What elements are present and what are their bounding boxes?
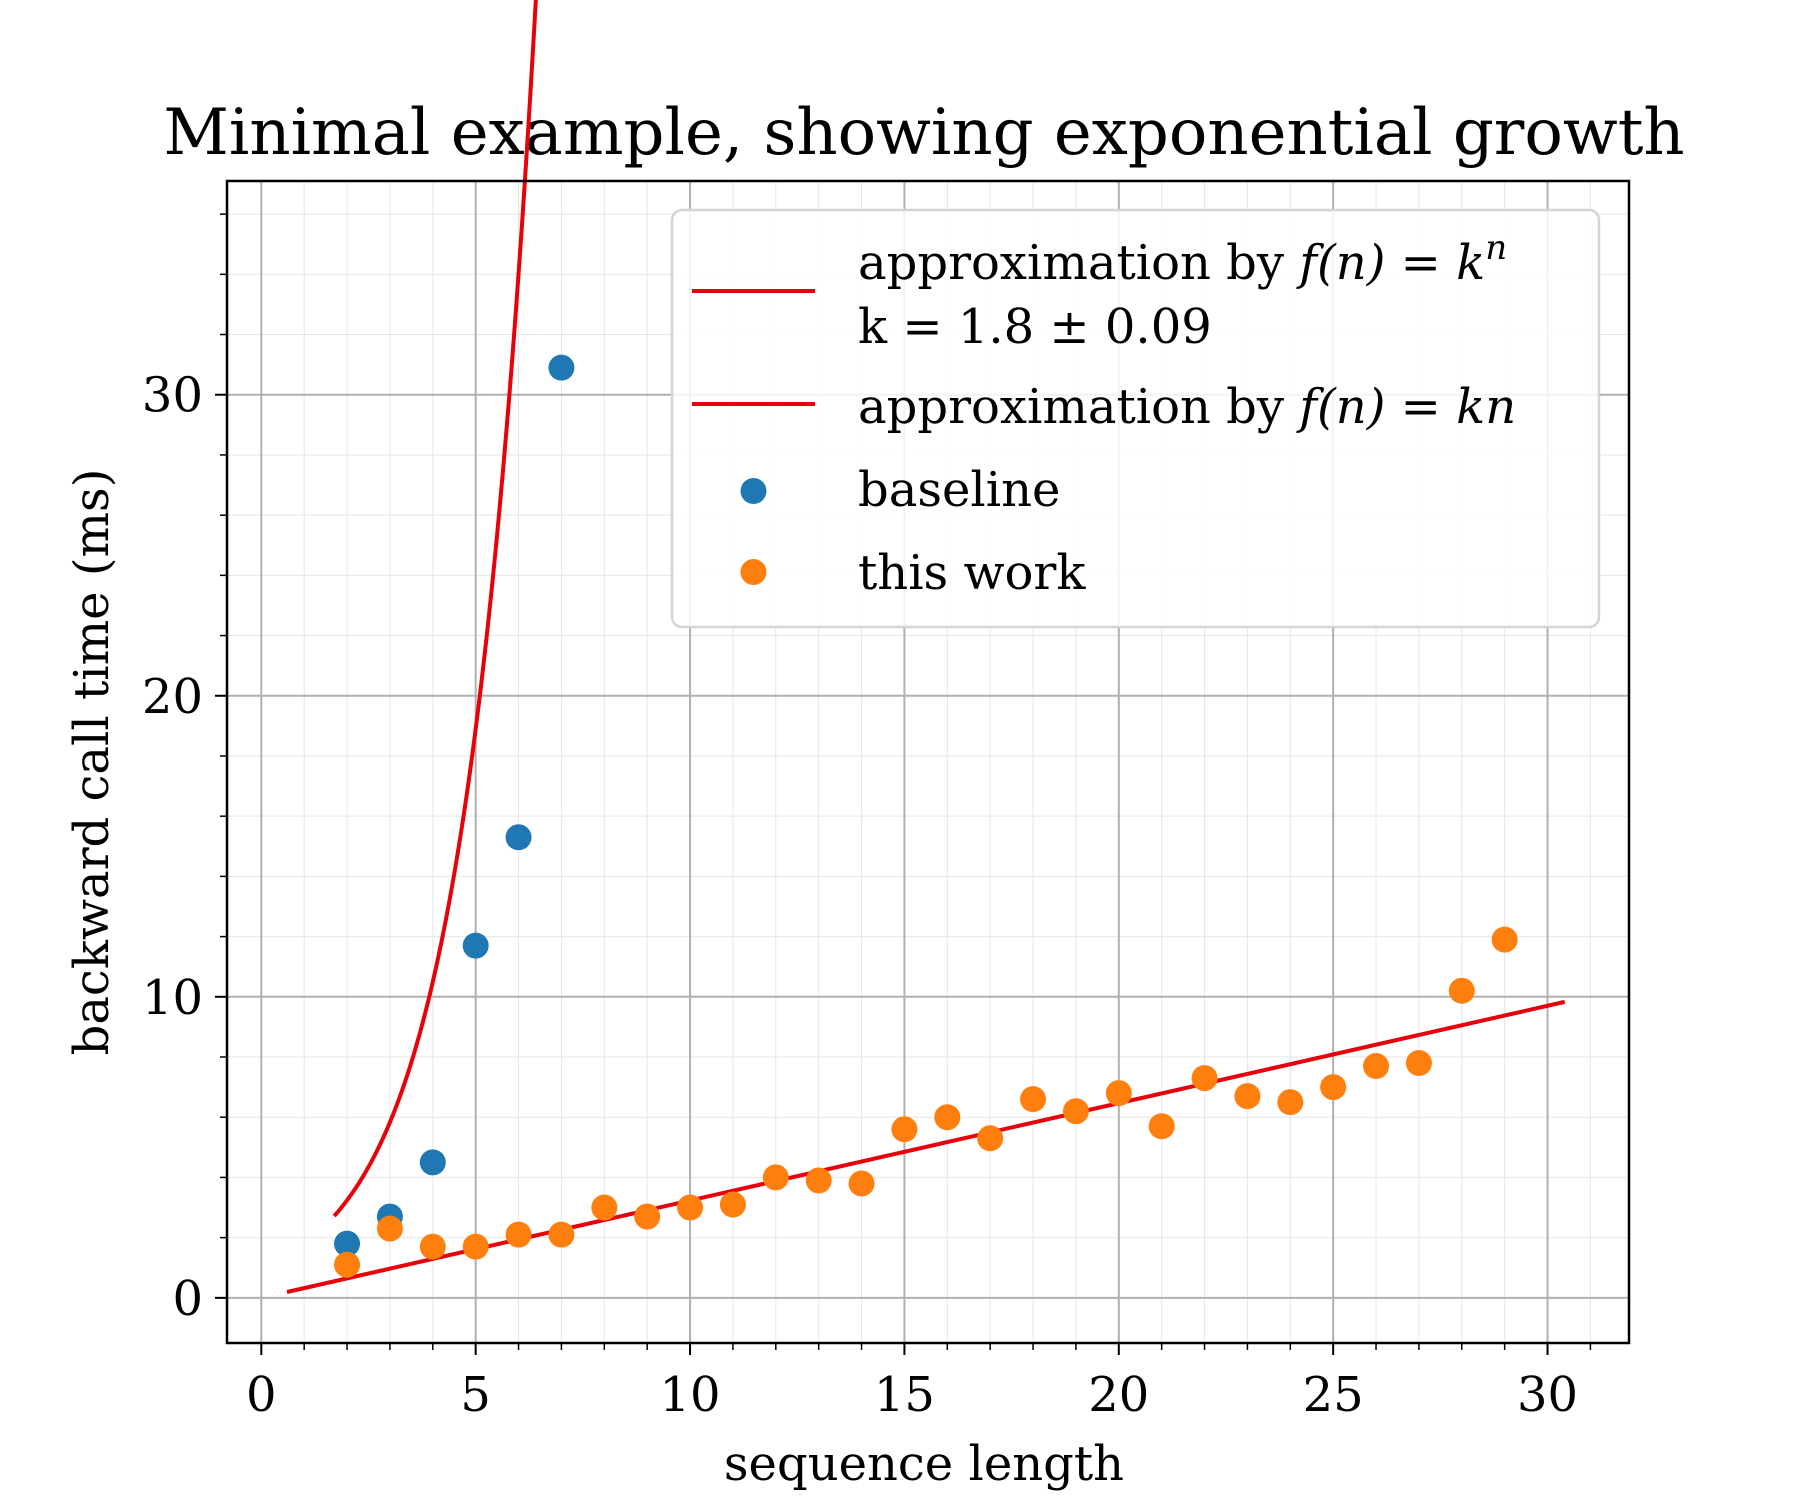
this-work-point xyxy=(1105,1080,1132,1107)
x-tick-label: 15 xyxy=(874,1367,935,1423)
this-work-point xyxy=(334,1251,361,1278)
x-tick-label: 20 xyxy=(1088,1367,1149,1423)
legend-label: approximation by f(n) = kn xyxy=(858,379,1516,435)
legend-label-math: f(n) = kn xyxy=(1296,379,1516,435)
this-work-point xyxy=(848,1170,875,1197)
this-work-point xyxy=(977,1125,1004,1152)
y-tick-label: 30 xyxy=(142,368,203,424)
legend: approximation by f(n) = kn k = 1.8 ± 0.09… xyxy=(670,208,1601,629)
linear-fit-line xyxy=(286,999,1566,1294)
this-work-point xyxy=(1448,977,1475,1004)
this-work-point xyxy=(762,1164,789,1191)
legend-label-text: approximation by xyxy=(858,379,1299,435)
x-tick-label: 25 xyxy=(1303,1367,1364,1423)
this-work-point xyxy=(719,1191,746,1218)
chart-title: Minimal example, showing exponential gro… xyxy=(163,96,1684,170)
x-tick-label: 10 xyxy=(660,1367,721,1423)
this-work-point xyxy=(934,1104,961,1131)
baseline-point xyxy=(334,1230,361,1257)
x-tick-label: 0 xyxy=(246,1367,277,1423)
this-work-point xyxy=(1320,1074,1347,1101)
this-work-point xyxy=(548,1221,575,1248)
this-work-point xyxy=(376,1215,403,1242)
baseline-point xyxy=(548,354,575,381)
legend-label-math: f(n) = k xyxy=(1296,235,1485,291)
legend-marker-swatch xyxy=(740,478,767,504)
this-work-point xyxy=(1277,1089,1304,1116)
legend-label: baseline xyxy=(858,462,1060,518)
this-work-point xyxy=(677,1194,704,1221)
this-work-point xyxy=(1020,1086,1047,1113)
fit-lines xyxy=(286,0,1566,1294)
this-work-point xyxy=(1405,1050,1432,1077)
plot-frame xyxy=(225,179,1631,1345)
legend-label-superscript: n xyxy=(1485,228,1507,268)
this-work-point xyxy=(634,1203,661,1230)
this-work-point xyxy=(1062,1098,1089,1125)
y-tick-label: 20 xyxy=(142,669,203,725)
this-work-point xyxy=(1191,1065,1218,1092)
this-work-point xyxy=(891,1116,918,1143)
legend-label-text: this work xyxy=(858,545,1086,601)
legend-label: this work xyxy=(858,545,1086,601)
legend-label: approximation by f(n) = kn xyxy=(858,228,1507,291)
x-tick-label: 30 xyxy=(1517,1367,1578,1423)
this-work-point xyxy=(462,1233,489,1260)
this-work-point xyxy=(1491,926,1518,953)
legend-box xyxy=(670,208,1601,629)
this-work-point xyxy=(419,1233,446,1260)
x-tick-label: 5 xyxy=(460,1367,491,1423)
exponential-fit-line xyxy=(332,0,538,1218)
baseline-point xyxy=(505,824,532,851)
data-points xyxy=(334,354,1518,1278)
legend-label-line2: k = 1.8 ± 0.09 xyxy=(858,299,1212,355)
this-work-point xyxy=(1234,1083,1261,1110)
y-axis-label: backward call time (ms) xyxy=(64,469,120,1056)
legend-label-text: approximation by xyxy=(858,235,1299,291)
this-work-point xyxy=(591,1194,618,1221)
y-tick-label: 0 xyxy=(172,1271,203,1327)
x-axis-label: sequence length xyxy=(724,1436,1124,1492)
baseline-point xyxy=(462,932,489,959)
this-work-point xyxy=(505,1221,532,1248)
legend-label-text: baseline xyxy=(858,462,1060,518)
legend-marker-swatch xyxy=(740,559,767,585)
this-work-point xyxy=(1363,1053,1390,1080)
baseline-point xyxy=(419,1149,446,1176)
y-tick-label: 10 xyxy=(142,970,203,1026)
this-work-point xyxy=(805,1167,832,1194)
this-work-point xyxy=(1148,1113,1175,1140)
